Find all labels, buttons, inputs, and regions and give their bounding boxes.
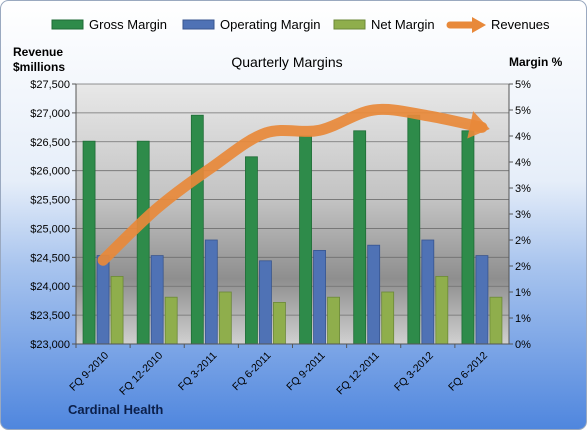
legend-swatch-revenues	[446, 17, 486, 33]
bar-gross-margin-fq-12-2011	[353, 130, 367, 345]
left-axis-tick-label: $25,000	[30, 223, 70, 235]
legend-label-revenues: Revenues	[491, 17, 550, 32]
left-axis-label-line1: Revenue	[13, 45, 63, 59]
bar-net-margin-fq-6-2012	[489, 296, 503, 345]
left-axis-tick-label: $27,000	[30, 108, 70, 120]
left-axis-tick-label: $24,000	[30, 281, 70, 293]
legend-label-gross-margin: Gross Margin	[89, 17, 167, 32]
legend-label-net-margin: Net Margin	[371, 17, 435, 32]
left-axis-label-line2: $millions	[13, 60, 65, 74]
bar-net-margin-fq-3-2011	[218, 291, 232, 345]
right-axis-tick-label: 2%	[515, 235, 531, 247]
bar-gross-margin-fq-12-2010	[136, 140, 150, 345]
bar-operating-margin-fq-9-2010	[96, 255, 110, 345]
bar-operating-margin-fq-12-2010	[150, 255, 164, 345]
right-axis-tick-label: 4%	[515, 157, 531, 169]
bar-operating-margin-fq-6-2012	[475, 255, 489, 345]
bar-gross-margin-fq-3-2011	[190, 114, 204, 345]
left-axis-tick-label: $24,500	[30, 252, 70, 264]
bar-operating-margin-fq-3-2011	[204, 239, 218, 345]
bar-operating-margin-fq-12-2011	[367, 244, 381, 345]
legend-swatch-gross-margin	[51, 19, 84, 30]
bar-gross-margin-fq-6-2012	[461, 130, 475, 345]
bar-gross-margin-fq-9-2010	[82, 140, 96, 345]
bar-operating-margin-fq-9-2011	[313, 249, 326, 345]
bar-net-margin-fq-9-2011	[327, 296, 340, 345]
bar-operating-margin-fq-6-2011	[259, 260, 272, 345]
chart-title: Quarterly Margins	[231, 54, 342, 70]
bar-gross-margin-fq-3-2012	[407, 114, 421, 345]
legend-swatch-operating-margin	[182, 19, 215, 30]
legend-swatch-net-margin	[333, 19, 366, 30]
right-axis-tick-label: 4%	[515, 131, 531, 143]
left-axis-tick-label: $23,000	[30, 339, 70, 351]
right-axis-tick-label: 2%	[515, 261, 531, 273]
bar-net-margin-fq-12-2011	[381, 291, 395, 345]
revenue-line-arrowhead	[467, 111, 490, 139]
legend: Gross Margin Operating Margin Net Margin…	[51, 17, 550, 33]
bar-operating-margin-fq-3-2012	[421, 239, 435, 345]
revenue-line	[97, 103, 490, 266]
revenue-line-path	[97, 103, 488, 266]
left-axis-tick-label: $26,000	[30, 166, 70, 178]
bar-net-margin-fq-12-2010	[164, 296, 178, 345]
left-axis-tick-label: $26,500	[30, 137, 70, 149]
right-axis-label: Margin %	[509, 55, 563, 69]
left-axis-tick-label: $23,500	[30, 310, 70, 322]
bar-net-margin-fq-6-2011	[273, 301, 286, 345]
right-axis-tick-label: 0%	[515, 339, 531, 351]
right-axis-tick-label: 5%	[515, 79, 531, 91]
left-axis-tick-label: $27,500	[30, 79, 70, 91]
right-axis-tick-label: 1%	[515, 313, 531, 325]
right-axis-tick-label: 3%	[515, 209, 531, 221]
right-axis-tick-label: 1%	[515, 287, 531, 299]
legend-label-operating-margin: Operating Margin	[220, 17, 320, 32]
left-axis-tick-label: $25,500	[30, 195, 70, 207]
right-axis-tick-label: 3%	[515, 183, 531, 195]
bar-net-margin-fq-9-2010	[110, 275, 124, 345]
bar-gross-margin-fq-9-2011	[299, 135, 312, 345]
footer-label: Cardinal Health	[68, 402, 163, 417]
bar-gross-margin-fq-6-2011	[245, 156, 258, 345]
bar-net-margin-fq-3-2012	[435, 275, 449, 345]
right-axis-tick-label: 5%	[515, 105, 531, 117]
